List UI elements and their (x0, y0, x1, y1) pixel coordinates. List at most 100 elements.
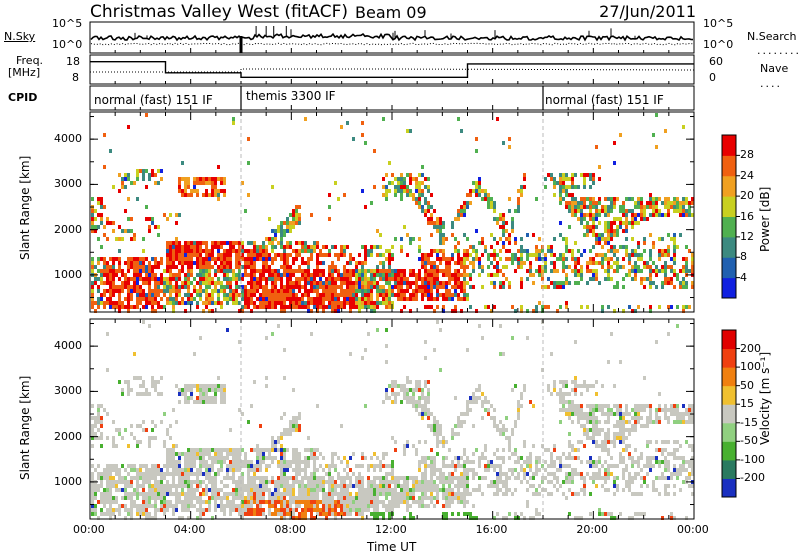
range-gate-cell (559, 285, 562, 289)
range-gate-cell (379, 476, 382, 480)
range-gate-cell (385, 396, 388, 400)
range-gate-cell (190, 384, 193, 388)
range-gate-cell (664, 197, 667, 201)
range-gate-cell (397, 484, 400, 488)
range-gate-cell (436, 225, 439, 229)
range-gate-cell (106, 472, 109, 476)
range-gate-cell (103, 289, 106, 293)
range-gate-cell (496, 480, 499, 484)
range-gate-cell (178, 480, 181, 484)
range-gate-cell (610, 249, 613, 253)
range-gate-cell (166, 301, 169, 305)
range-gate-cell (169, 492, 172, 496)
range-gate-cell (394, 396, 397, 400)
range-gate-cell (172, 301, 175, 305)
range-gate-cell (133, 352, 136, 356)
range-gate-cell (154, 516, 157, 520)
range-gate-cell (355, 305, 358, 309)
range-gate-cell (181, 161, 184, 165)
range-gate-cell (271, 460, 274, 464)
range-gate-cell (142, 277, 145, 281)
range-gate-cell (127, 277, 130, 281)
range-gate-cell (337, 309, 340, 313)
range-gate-cell (178, 245, 181, 249)
range-gate-cell (271, 273, 274, 277)
range-gate-cell (436, 500, 439, 504)
range-gate-cell (367, 281, 370, 285)
range-gate-cell (376, 508, 379, 512)
range-gate-cell (91, 261, 94, 265)
range-gate-cell (139, 257, 142, 261)
range-gate-cell (547, 285, 550, 289)
range-gate-cell (94, 420, 97, 424)
range-gate-cell (223, 241, 226, 245)
range-gate-cell (472, 392, 475, 396)
range-gate-cell (277, 301, 280, 305)
range-gate-cell (448, 488, 451, 492)
range-gate-cell (208, 496, 211, 500)
range-gate-cell (406, 496, 409, 500)
range-gate-cell (160, 480, 163, 484)
range-gate-cell (583, 424, 586, 428)
range-gate-cell (271, 281, 274, 285)
range-gate-cell (310, 285, 313, 289)
range-gate-cell (589, 277, 592, 281)
range-gate-cell (244, 249, 247, 253)
range-gate-cell (412, 293, 415, 297)
range-gate-cell (142, 261, 145, 265)
range-gate-cell (172, 245, 175, 249)
range-gate-cell (343, 293, 346, 297)
range-gate-cell (496, 476, 499, 480)
range-gate-cell (238, 265, 241, 269)
range-gate-cell (592, 384, 595, 388)
range-gate-cell (337, 297, 340, 301)
range-gate-cell (499, 480, 502, 484)
range-gate-cell (463, 504, 466, 508)
range-gate-cell (328, 500, 331, 504)
range-gate-cell (289, 281, 292, 285)
range-gate-cell (253, 273, 256, 277)
range-gate-cell (187, 452, 190, 456)
range-gate-cell (355, 289, 358, 293)
range-gate-cell (274, 277, 277, 281)
range-gate-cell (559, 388, 562, 392)
range-gate-cell (475, 516, 478, 520)
range-gate-cell (595, 432, 598, 436)
range-gate-cell (277, 241, 280, 245)
range-gate-cell (370, 245, 373, 249)
range-gate-cell (439, 424, 442, 428)
range-gate-cell (226, 484, 229, 488)
range-gate-cell (127, 285, 130, 289)
range-gate-cell (322, 480, 325, 484)
range-gate-cell (142, 384, 145, 388)
range-gate-cell (397, 285, 400, 289)
range-gate-cell (667, 205, 670, 209)
range-gate-cell (97, 237, 100, 241)
range-gate-cell (472, 488, 475, 492)
range-gate-cell (592, 229, 595, 233)
range-gate-cell (223, 297, 226, 301)
range-gate-cell (187, 388, 190, 392)
range-gate-cell (205, 249, 208, 253)
range-gate-cell (316, 261, 319, 265)
range-gate-cell (277, 225, 280, 229)
range-gate-cell (232, 480, 235, 484)
range-gate-cell (340, 484, 343, 488)
range-gate-cell (139, 277, 142, 281)
range-gate-cell (397, 496, 400, 500)
range-gate-cell (466, 293, 469, 297)
range-gate-cell (214, 500, 217, 504)
range-gate-cell (445, 500, 448, 504)
range-gate-cell (625, 209, 628, 213)
range-gate-cell (214, 189, 217, 193)
range-gate-cell (433, 464, 436, 468)
range-gate-cell (514, 253, 517, 257)
range-gate-cell (553, 177, 556, 181)
range-gate-cell (124, 273, 127, 277)
range-gate-cell (310, 277, 313, 281)
range-gate-cell (661, 237, 664, 241)
range-gate-cell (268, 241, 271, 245)
range-gate-cell (589, 173, 592, 177)
range-gate-cell (589, 428, 592, 432)
range-gate-cell (217, 177, 220, 181)
